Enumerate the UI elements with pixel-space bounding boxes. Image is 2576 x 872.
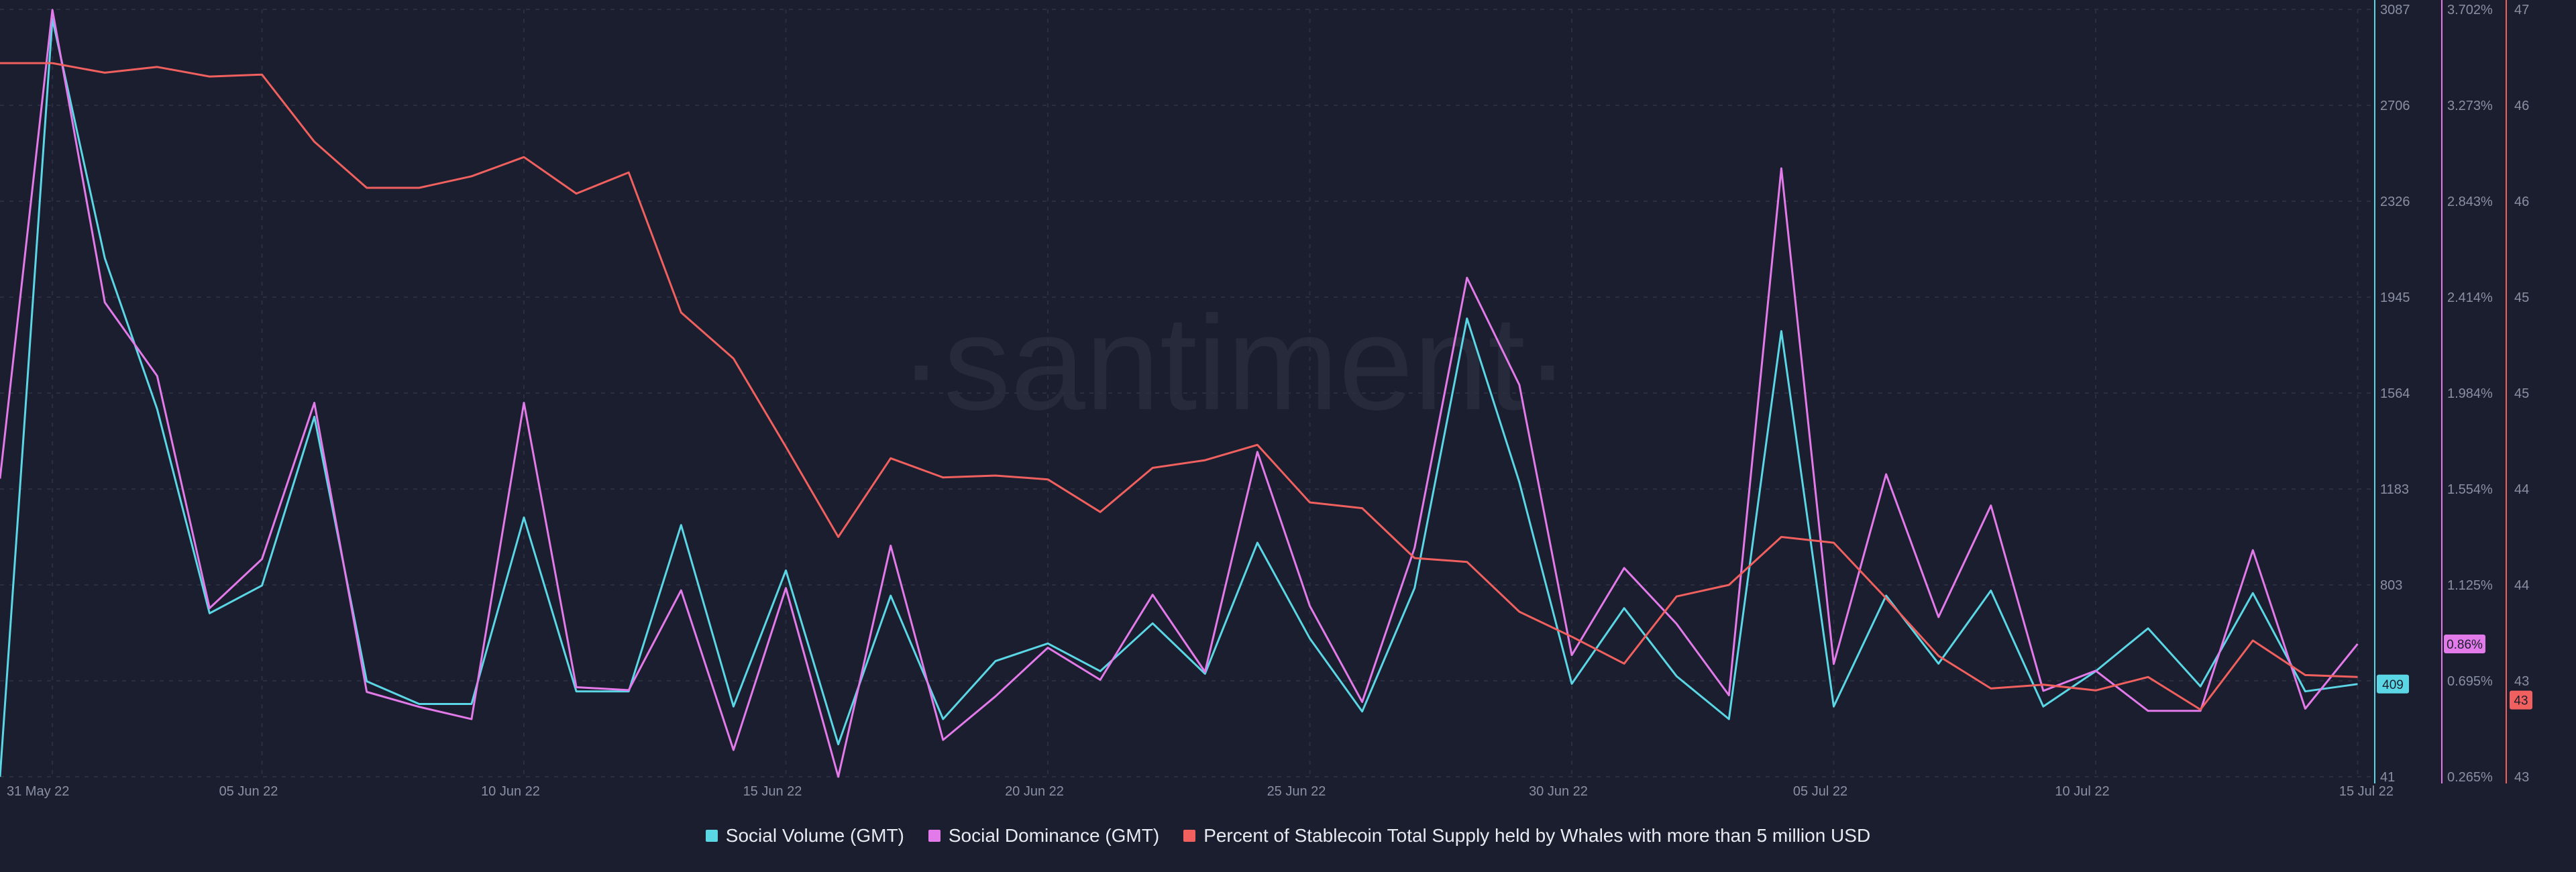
current-value-label-dominance: 0.86% <box>2447 638 2483 652</box>
y-tick-label-dominance: 3.273% <box>2447 99 2493 113</box>
y-tick-label-dominance: 2.843% <box>2447 195 2493 209</box>
y-tick-label-whales: 46 <box>2514 99 2529 113</box>
y-tick-label-whales: 44 <box>2514 482 2529 497</box>
y-tick-label-whales: 46 <box>2514 195 2529 209</box>
series-line-1[interactable] <box>0 9 2359 778</box>
current-value-badges: 409 0.86% 43 <box>2377 634 2532 710</box>
x-tick-label: 05 Jul 22 <box>1793 784 1847 799</box>
current-value-badge-dominance <box>2444 634 2485 653</box>
current-value-label-whales: 43 <box>2514 694 2528 708</box>
y-tick-label-whales: 43 <box>2514 674 2529 689</box>
y-tick-label-dominance: 1.125% <box>2447 578 2493 593</box>
x-tick-label: 15 Jun 22 <box>743 784 802 799</box>
legend-swatch-social-dominance <box>928 830 941 842</box>
y-tick-label-whales: 45 <box>2514 386 2529 401</box>
y-tick-label-dominance: 1.554% <box>2447 482 2493 497</box>
y-tick-label-volume: 3087 <box>2380 3 2410 17</box>
y-tick-label-whales: 47 <box>2514 3 2529 17</box>
chart-legend: Social Volume (GMT) Social Dominance (GM… <box>0 825 2576 847</box>
series-line-0[interactable] <box>0 17 2358 777</box>
x-tick-label: 25 Jun 22 <box>1267 784 1326 799</box>
legend-label-social-dominance: Social Dominance (GMT) <box>948 825 1160 846</box>
current-value-label-volume: 409 <box>2382 678 2404 692</box>
y-tick-label-whales: 43 <box>2514 770 2529 785</box>
x-tick-label: 15 Jul 22 <box>2339 784 2394 799</box>
x-tick-label: 05 Jun 22 <box>219 784 278 799</box>
legend-item-social-dominance[interactable]: Social Dominance (GMT) <box>928 825 1159 847</box>
legend-swatch-whale-stablecoin <box>1183 830 1196 842</box>
y-tick-label-whales: 45 <box>2514 290 2529 305</box>
axes: 31 May 22 05 Jun 22 10 Jun 22 15 Jun 22 20 J… <box>7 0 2529 799</box>
y-tick-label-volume: 1183 <box>2380 482 2409 497</box>
y-tick-label-dominance: 1.984% <box>2447 386 2493 401</box>
y-tick-label-volume: 1945 <box>2380 290 2410 305</box>
x-tick-label: 10 Jun 22 <box>481 784 540 799</box>
legend-swatch-social-volume <box>705 830 718 842</box>
y-tick-label-volume: 1564 <box>2380 386 2410 401</box>
line-chart: ·santiment· 31 May 22 05 Jun 22 10 Jun 22 1… <box>0 0 2532 799</box>
y-tick-label-volume: 41 <box>2380 770 2395 785</box>
x-tick-label: 31 May 22 <box>7 784 69 799</box>
current-value-badge-whales <box>2510 690 2532 710</box>
legend-label-social-volume: Social Volume (GMT) <box>725 825 904 846</box>
series-line-2[interactable] <box>0 62 2358 711</box>
x-tick-label: 10 Jul 22 <box>2055 784 2109 799</box>
legend-label-whale-stablecoin: Percent of Stablecoin Total Supply held … <box>1203 825 1871 846</box>
grid <box>0 9 2371 777</box>
x-tick-label: 20 Jun 22 <box>1005 784 1064 799</box>
watermark-text: ·santiment· <box>899 288 1570 438</box>
y-tick-label-volume: 803 <box>2380 578 2402 593</box>
y-tick-label-dominance: 2.414% <box>2447 290 2493 305</box>
legend-item-whale-stablecoin[interactable]: Percent of Stablecoin Total Supply held … <box>1183 825 1870 847</box>
current-value-badge-volume <box>2377 674 2409 694</box>
y-tick-label-dominance: 0.695% <box>2447 674 2493 689</box>
y-tick-label-dominance: 0.265% <box>2447 770 2493 785</box>
legend-item-social-volume[interactable]: Social Volume (GMT) <box>705 825 904 847</box>
y-tick-label-dominance: 3.702% <box>2447 3 2493 17</box>
y-tick-label-volume: 2706 <box>2380 99 2410 113</box>
y-tick-label-whales: 44 <box>2514 578 2529 593</box>
series-layer <box>0 9 2359 778</box>
x-tick-label: 30 Jun 22 <box>1529 784 1588 799</box>
y-tick-label-volume: 2326 <box>2380 195 2410 209</box>
